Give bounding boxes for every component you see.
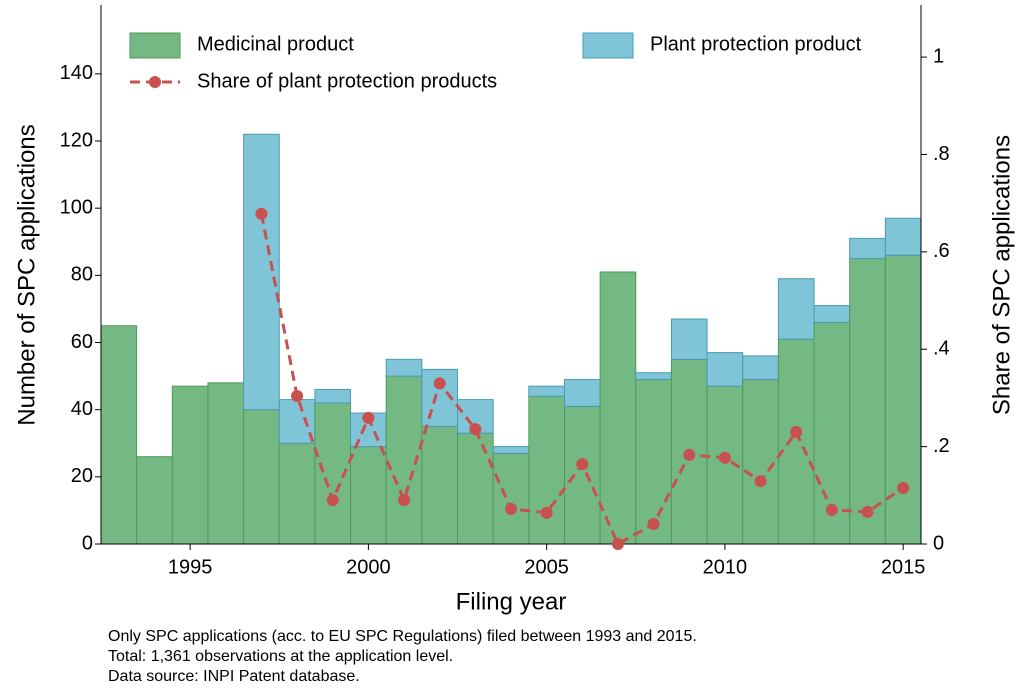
share-point xyxy=(362,411,375,424)
x-tick-label: 2010 xyxy=(703,556,748,578)
y-tick-label: 60 xyxy=(71,331,93,353)
note: Data source: INPI Patent database. xyxy=(108,668,360,685)
legend-label: Share of plant protection products xyxy=(197,70,497,92)
bar xyxy=(635,372,672,380)
bar xyxy=(207,382,245,545)
x-tick-label: 2005 xyxy=(524,556,569,578)
share-point xyxy=(790,426,803,439)
bar xyxy=(849,237,886,260)
share-point xyxy=(291,389,304,402)
y-tick-label: 40 xyxy=(71,398,93,420)
share-point xyxy=(861,505,874,518)
share-point xyxy=(825,503,838,516)
y-axis-title: Number of SPC applications xyxy=(13,124,40,425)
legend-swatch xyxy=(129,32,181,59)
y2-tick-label: .6 xyxy=(933,240,950,262)
bar xyxy=(884,254,922,545)
bar xyxy=(777,278,815,340)
y-tick-label: 80 xyxy=(71,264,93,286)
bar xyxy=(706,352,744,387)
y-tick-label: 20 xyxy=(71,465,93,487)
x-tick-label: 1995 xyxy=(168,556,213,578)
y2-tick-label: .8 xyxy=(933,143,950,165)
share-point xyxy=(683,448,696,461)
bar xyxy=(278,399,316,444)
x-tick-label: 2015 xyxy=(881,556,926,578)
y2-tick-label: 0 xyxy=(933,532,944,554)
y2-axis-title: Share of SPC applications xyxy=(988,135,1015,415)
bar xyxy=(385,358,423,377)
legend-label: Medicinal product xyxy=(197,33,354,55)
bar xyxy=(742,378,779,545)
share-point xyxy=(469,423,482,436)
bar xyxy=(492,452,530,545)
bar xyxy=(670,358,708,545)
bar xyxy=(314,389,352,404)
bar xyxy=(563,378,601,407)
bar xyxy=(492,446,530,454)
bar xyxy=(136,456,173,545)
bar xyxy=(813,305,851,323)
bar xyxy=(171,385,209,545)
share-point xyxy=(540,506,553,519)
bar xyxy=(528,385,565,397)
bar xyxy=(278,442,316,545)
bar xyxy=(849,258,886,545)
bar xyxy=(563,405,601,545)
bar xyxy=(421,425,459,545)
share-point xyxy=(398,494,411,507)
share-point xyxy=(897,482,910,495)
legend-swatch xyxy=(582,32,634,59)
x-tick-label: 2000 xyxy=(346,556,391,578)
y2-tick-label: .2 xyxy=(933,435,950,457)
bar xyxy=(457,432,494,545)
bar xyxy=(100,325,138,545)
x-axis-title: Filing year xyxy=(456,588,567,615)
share-point xyxy=(433,377,446,390)
y-tick-label: 0 xyxy=(82,532,93,554)
legend-marker xyxy=(149,76,161,88)
bar xyxy=(777,338,815,545)
share-point xyxy=(255,207,268,220)
bar xyxy=(528,395,565,545)
y2-tick-label: 1 xyxy=(933,45,944,67)
share-point xyxy=(754,475,767,488)
share-point xyxy=(718,451,731,464)
bar xyxy=(670,318,708,360)
share-point xyxy=(326,494,339,507)
note: Only SPC applications (acc. to EU SPC Re… xyxy=(108,628,697,645)
bar xyxy=(884,217,922,256)
note: Total: 1,361 observations at the applica… xyxy=(108,648,453,665)
bar xyxy=(243,133,280,411)
y2-tick-label: .4 xyxy=(933,338,950,360)
bar xyxy=(599,271,637,545)
y-tick-label: 100 xyxy=(60,196,93,218)
share-point xyxy=(611,538,624,550)
share-point xyxy=(505,502,517,515)
y-tick-label: 140 xyxy=(60,62,93,84)
bar xyxy=(742,355,779,380)
bar xyxy=(243,409,280,545)
y-tick-label: 120 xyxy=(60,129,93,151)
share-point xyxy=(576,458,589,471)
bar xyxy=(350,446,387,545)
share-point xyxy=(647,518,660,531)
legend-label: Plant protection product xyxy=(650,33,862,55)
